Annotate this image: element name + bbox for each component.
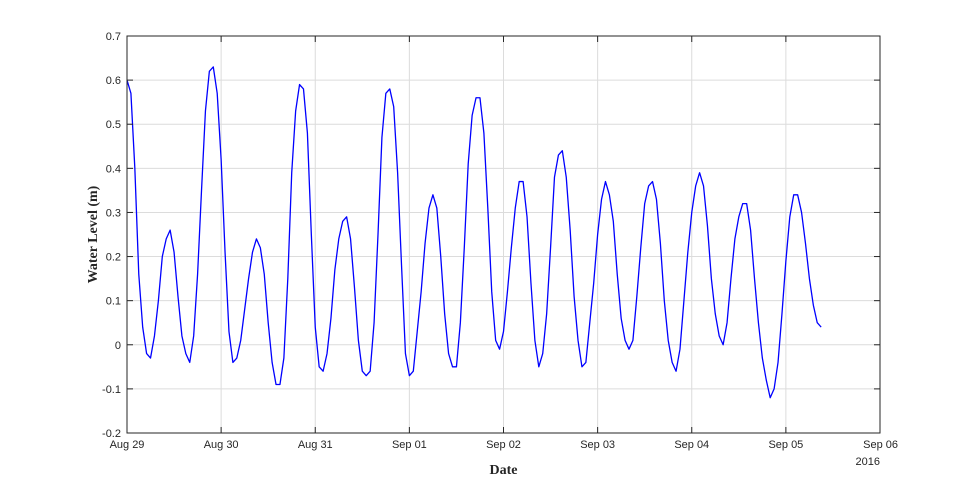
y-tick-label: 0.2 <box>106 252 121 264</box>
x-tick-label: Aug 31 <box>298 439 333 451</box>
x-tick-label: Sep 04 <box>674 439 709 451</box>
x-tick-label: Sep 01 <box>392 439 427 451</box>
y-tick-label: 0.3 <box>106 207 121 219</box>
x-axis-title: Date <box>490 463 518 478</box>
x-tick-label: Aug 29 <box>110 439 145 451</box>
y-tick-label: 0.6 <box>106 75 121 87</box>
tick-labels: -0.2 -0.1 0 0.1 0.2 0.3 0.4 0.5 0.6 0.7 Aug 29 Aug … <box>102 31 898 451</box>
y-tick-label: 0.5 <box>106 119 121 131</box>
y-tick-label: -0.1 <box>102 384 121 396</box>
y-tick-label: 0.1 <box>106 296 121 308</box>
y-tick-label: 0 <box>115 340 121 352</box>
axis-ticks <box>126 35 881 434</box>
x-tick-label: Sep 03 <box>580 439 615 451</box>
x-tick-label: Sep 05 <box>768 439 803 451</box>
x-tick-label: Sep 02 <box>486 439 521 451</box>
x-tick-label: Sep 06 <box>863 439 898 451</box>
x-axis-year-label: 2016 <box>856 456 880 468</box>
y-tick-label: -0.2 <box>102 428 121 440</box>
series-line-water-level <box>126 66 822 399</box>
y-axis-title: Water Level (m) <box>86 185 101 283</box>
y-tick-label: 0.7 <box>106 31 121 43</box>
y-tick-label: 0.4 <box>106 163 121 175</box>
x-tick-label: Aug 30 <box>204 439 239 451</box>
